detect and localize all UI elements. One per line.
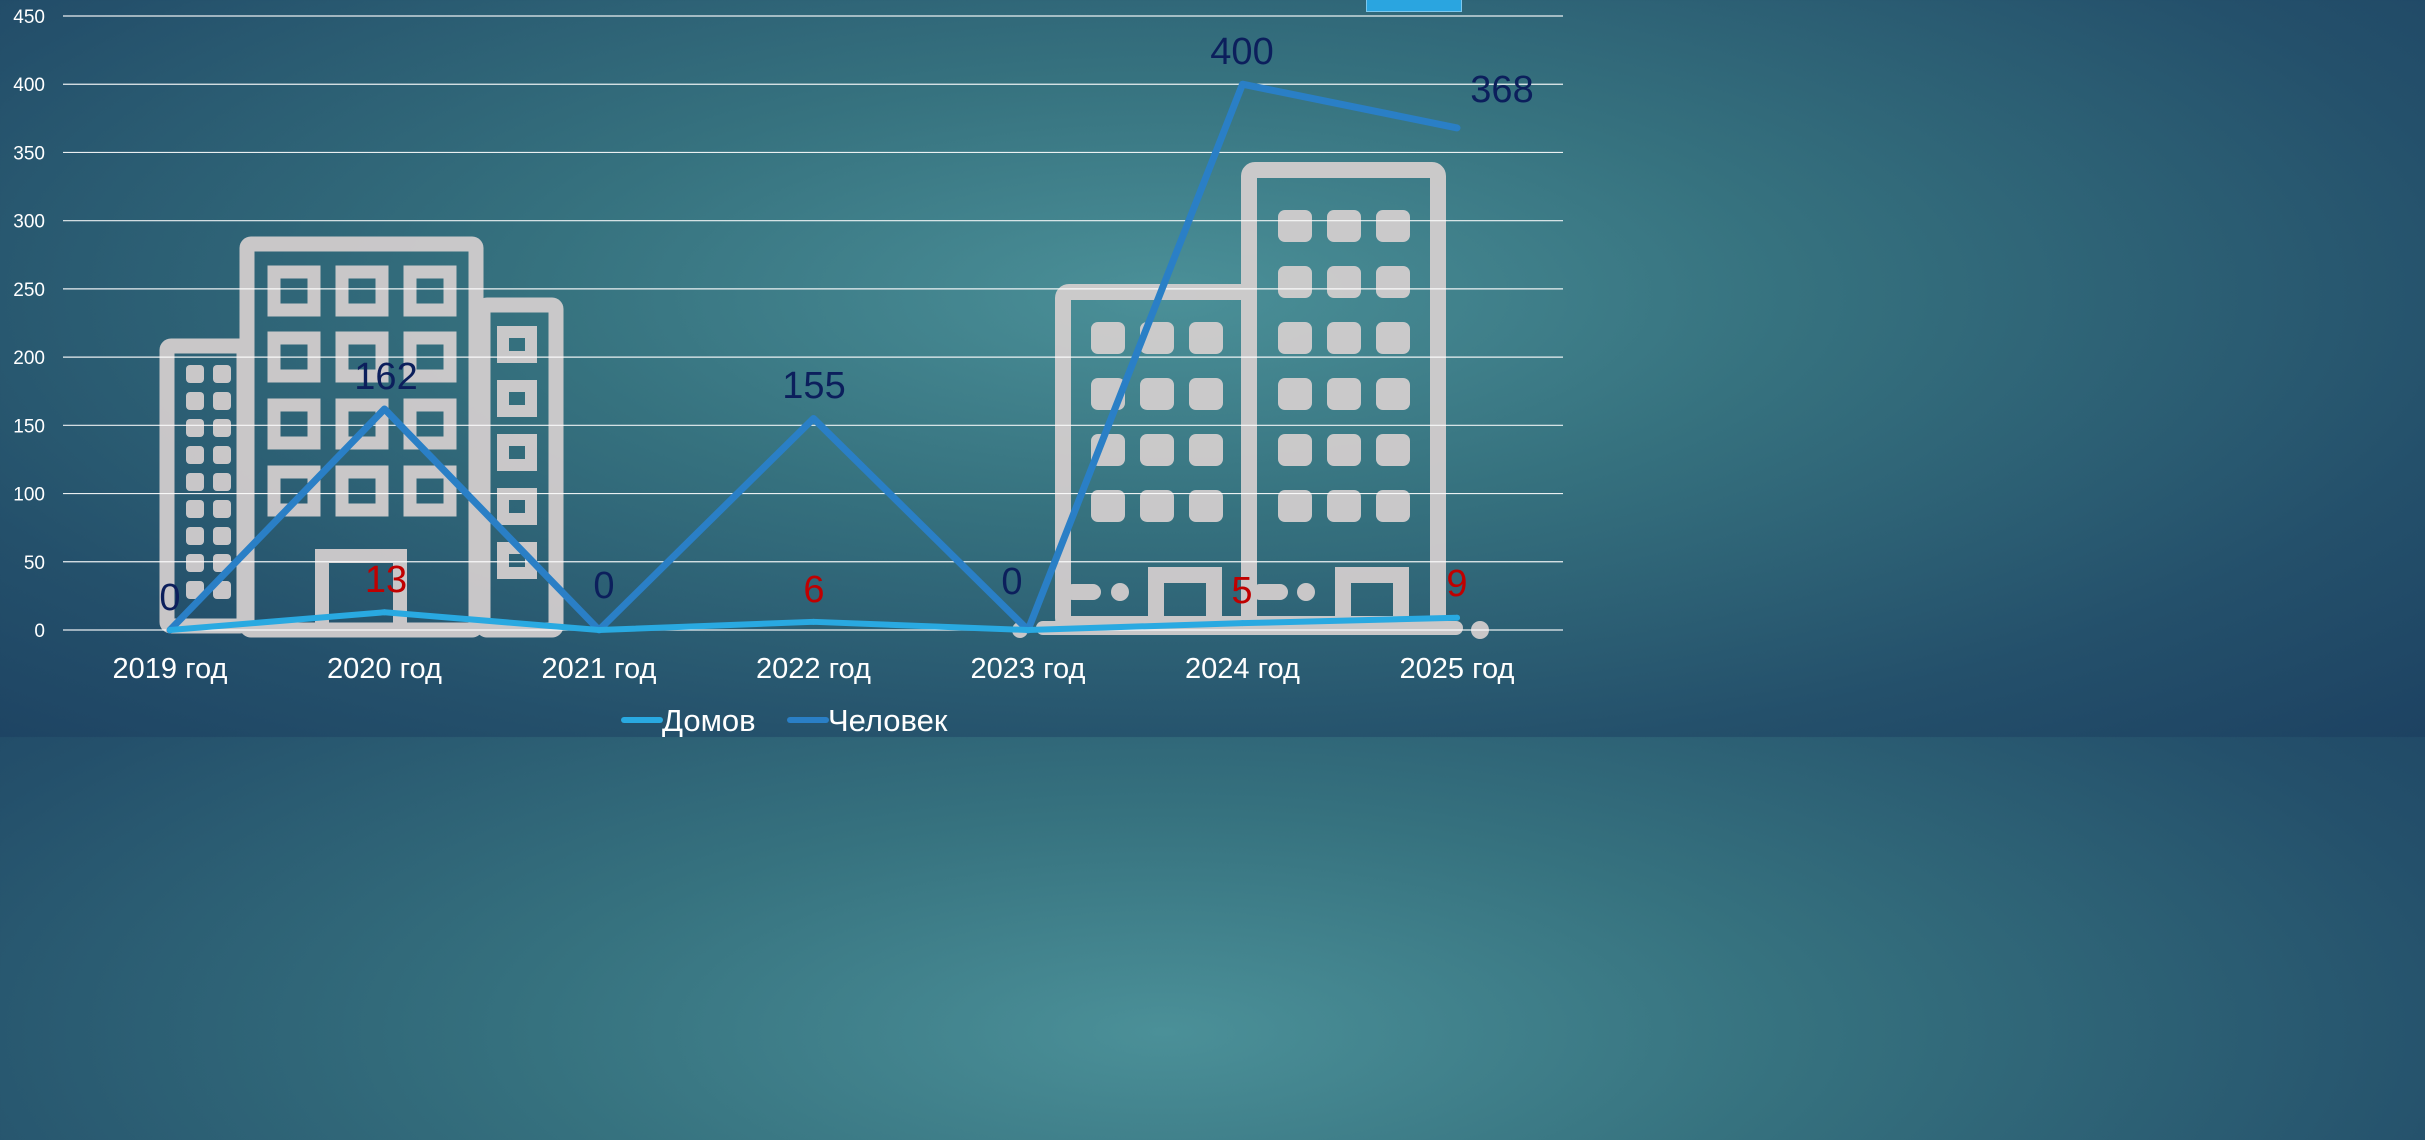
data-point [1239, 620, 1246, 627]
data-label: 0 [159, 577, 180, 619]
x-tick-label: 2024 год [1185, 653, 1300, 685]
y-tick-label: 150 [13, 416, 45, 437]
legend-label: Домов [662, 703, 756, 737]
data-label: 368 [1470, 69, 1533, 111]
data-point [381, 609, 388, 616]
data-label: 6 [803, 569, 824, 611]
x-tick-label: 2020 год [327, 653, 442, 685]
data-label: 13 [365, 559, 407, 601]
data-label: 9 [1446, 563, 1467, 605]
y-tick-label: 200 [13, 348, 45, 369]
y-tick-label: 0 [34, 621, 45, 642]
legend-label: Человек [828, 703, 948, 737]
y-tick-label: 100 [13, 485, 45, 506]
y-tick-label: 400 [13, 75, 45, 96]
y-tick-label: 50 [24, 553, 45, 574]
x-tick-label: 2019 год [113, 653, 228, 685]
building-right-icon [1012, 162, 1489, 639]
y-tick-label: 350 [13, 143, 45, 164]
data-point [1239, 81, 1246, 88]
data-point [1454, 124, 1460, 131]
data-label: 5 [1231, 570, 1252, 612]
data-point [167, 627, 173, 633]
gridlines [63, 15, 1563, 631]
data-point [1454, 614, 1460, 621]
data-point [381, 405, 388, 412]
legend: Домов Человек [621, 703, 948, 737]
data-point [810, 618, 817, 625]
y-tick-label: 250 [13, 280, 45, 301]
x-tick-label: 2021 год [542, 653, 657, 685]
y-tick-label: 300 [13, 212, 45, 233]
data-labels: 0 162 0 155 0 400 368 13 6 5 9 [159, 31, 1533, 619]
y-tick-label: 450 [13, 7, 45, 28]
x-tick-label: 2022 год [756, 653, 871, 685]
corner-box [1366, 0, 1462, 12]
data-point [596, 627, 602, 633]
data-point [1025, 627, 1031, 633]
y-axis-ticks: 0 50 100 150 200 250 300 350 400 450 [13, 7, 45, 642]
data-label: 400 [1210, 31, 1273, 73]
x-axis-ticks: 2019 год 2020 год 2021 год 2022 год 2023 год… [113, 653, 1515, 685]
x-tick-label: 2023 год [971, 653, 1086, 685]
data-label: 0 [593, 565, 614, 607]
data-point [810, 415, 817, 422]
data-label: 0 [1001, 561, 1022, 603]
data-label: 162 [354, 356, 417, 398]
data-label: 155 [782, 365, 845, 407]
series-lines [166, 80, 1461, 634]
x-tick-label: 2025 год [1400, 653, 1515, 685]
